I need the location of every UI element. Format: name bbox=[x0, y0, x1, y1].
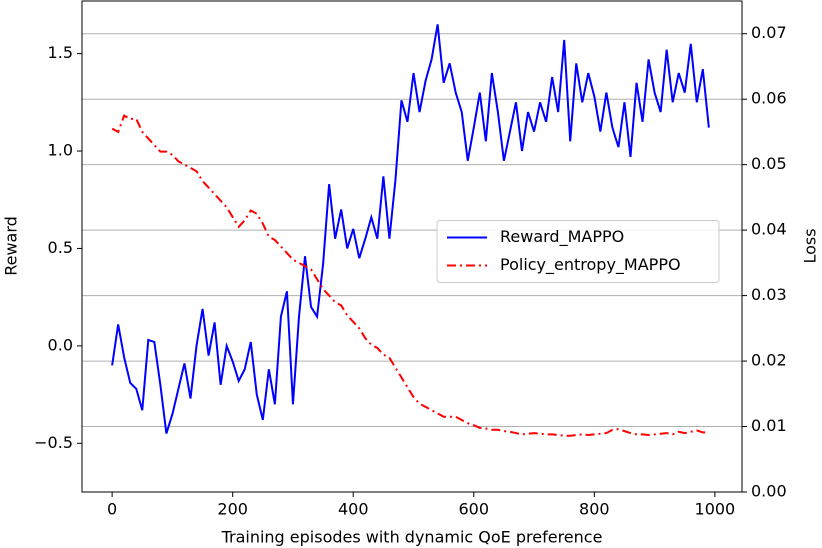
y2-tick-label: 0.04 bbox=[751, 220, 787, 239]
y-axis-label: Reward bbox=[2, 216, 21, 276]
legend: Reward_MAPPO Policy_entropy_MAPPO bbox=[436, 220, 720, 283]
data-line bbox=[111, 114, 709, 437]
data-line bbox=[111, 24, 710, 434]
x-axis-label: Training episodes with dynamic QoE prefe… bbox=[221, 528, 603, 547]
x-tick-label: 400 bbox=[338, 500, 369, 519]
legend-label: Policy_entropy_MAPPO bbox=[500, 255, 681, 275]
y-tick-label: 0.0 bbox=[48, 335, 73, 354]
y2-tick-label: 0.03 bbox=[751, 285, 787, 304]
y-tick-label: 1.0 bbox=[48, 141, 73, 160]
y-tick-label: 0.5 bbox=[48, 238, 73, 257]
x-tick-label: 800 bbox=[579, 500, 610, 519]
x-tick-label: 0 bbox=[107, 500, 117, 519]
y2-tick-label: 0.05 bbox=[751, 154, 787, 173]
y2-tick-label: 0.06 bbox=[751, 89, 787, 108]
legend-box bbox=[436, 220, 720, 283]
y2-tick-label: 0.07 bbox=[751, 23, 787, 42]
y-tick-label: −0.5 bbox=[34, 433, 73, 452]
legend-label: Reward_MAPPO bbox=[500, 227, 624, 247]
x-tick-label: 1000 bbox=[695, 500, 736, 519]
y2-tick-label: 0.00 bbox=[751, 482, 787, 501]
y2-axis-label: Loss bbox=[801, 228, 820, 263]
y2-tick-label: 0.01 bbox=[751, 416, 787, 435]
y-tick-label: 1.5 bbox=[48, 43, 73, 62]
plot-frame bbox=[81, 0, 743, 493]
x-tick-label: 600 bbox=[459, 500, 490, 519]
x-tick-label: 200 bbox=[217, 500, 248, 519]
y2-tick-label: 0.02 bbox=[751, 351, 787, 370]
